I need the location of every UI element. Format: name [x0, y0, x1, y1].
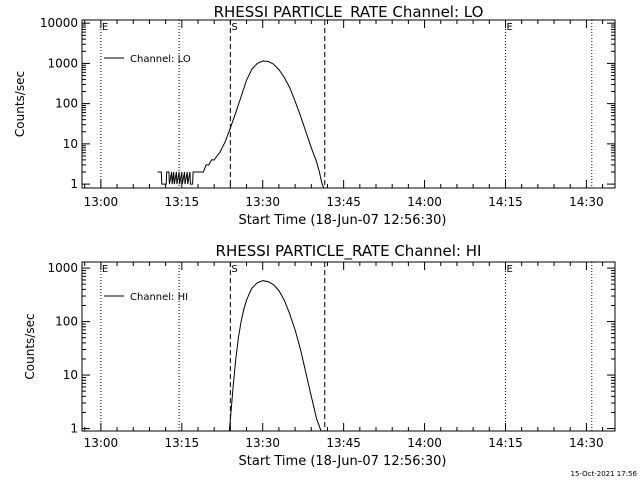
series-line	[157, 60, 325, 189]
chart-title: RHESSI PARTICLE_RATE Channel: HI	[216, 242, 482, 261]
x-axis-label: Start Time (18-Jun-07 12:56:30)	[239, 213, 447, 228]
x-axis-label: Start Time (18-Jun-07 12:56:30)	[239, 454, 447, 469]
y-tick-label: 100	[55, 97, 78, 111]
y-tick-label: 1	[70, 177, 78, 191]
x-tick-label: 14:00	[407, 436, 442, 450]
y-tick-label: 1000	[47, 56, 78, 70]
x-tick-label: 13:30	[245, 195, 280, 209]
x-tick-label: 14:00	[407, 195, 442, 209]
footer-timestamp: 15-Oct-2021 17:56	[571, 470, 638, 478]
chart-panel-1: RHESSI PARTICLE_RATE Channel: HI 13:00 13:…	[23, 242, 616, 469]
event-marker-label: E	[506, 22, 512, 33]
x-tick-label: 13:15	[165, 436, 200, 450]
y-tick-label: 1000	[47, 261, 78, 275]
event-marker-label: S	[231, 22, 237, 33]
y-tick-label: 10	[63, 368, 78, 382]
x-tick-label: 14:15	[488, 436, 523, 450]
event-marker-label: S	[231, 264, 237, 275]
event-marker-label: E	[506, 264, 512, 275]
chart-title: RHESSI PARTICLE_RATE Channel: LO	[214, 3, 484, 22]
x-tick-label: 13:30	[245, 436, 280, 450]
plot-frame	[81, 261, 616, 432]
plot-frame	[81, 19, 616, 189]
chart-panel-0: RHESSI PARTICLE_RATE Channel: LO 13:00 13:…	[13, 3, 616, 228]
y-tick-label: 100	[55, 315, 78, 329]
legend-label: Channel: HI	[130, 292, 188, 303]
x-tick-label: 13:45	[326, 195, 361, 209]
series-line	[228, 280, 322, 432]
y-tick-label: 10000	[40, 16, 78, 30]
x-tick-label: 14:15	[488, 195, 523, 209]
legend-label: Channel: LO	[130, 54, 191, 65]
x-tick-label: 13:45	[326, 436, 361, 450]
x-tick-label: 13:00	[84, 436, 119, 450]
y-tick-label: 10	[63, 137, 78, 151]
y-axis-label: Counts/sec	[23, 313, 37, 379]
y-tick-label: 1	[70, 422, 78, 436]
event-marker-label: E	[102, 22, 108, 33]
x-tick-label: 13:15	[165, 195, 200, 209]
x-tick-label: 14:30	[569, 436, 604, 450]
x-tick-label: 14:30	[569, 195, 604, 209]
event-marker-label: E	[102, 264, 108, 275]
x-tick-label: 13:00	[84, 195, 119, 209]
y-axis-label: Counts/sec	[13, 71, 27, 137]
